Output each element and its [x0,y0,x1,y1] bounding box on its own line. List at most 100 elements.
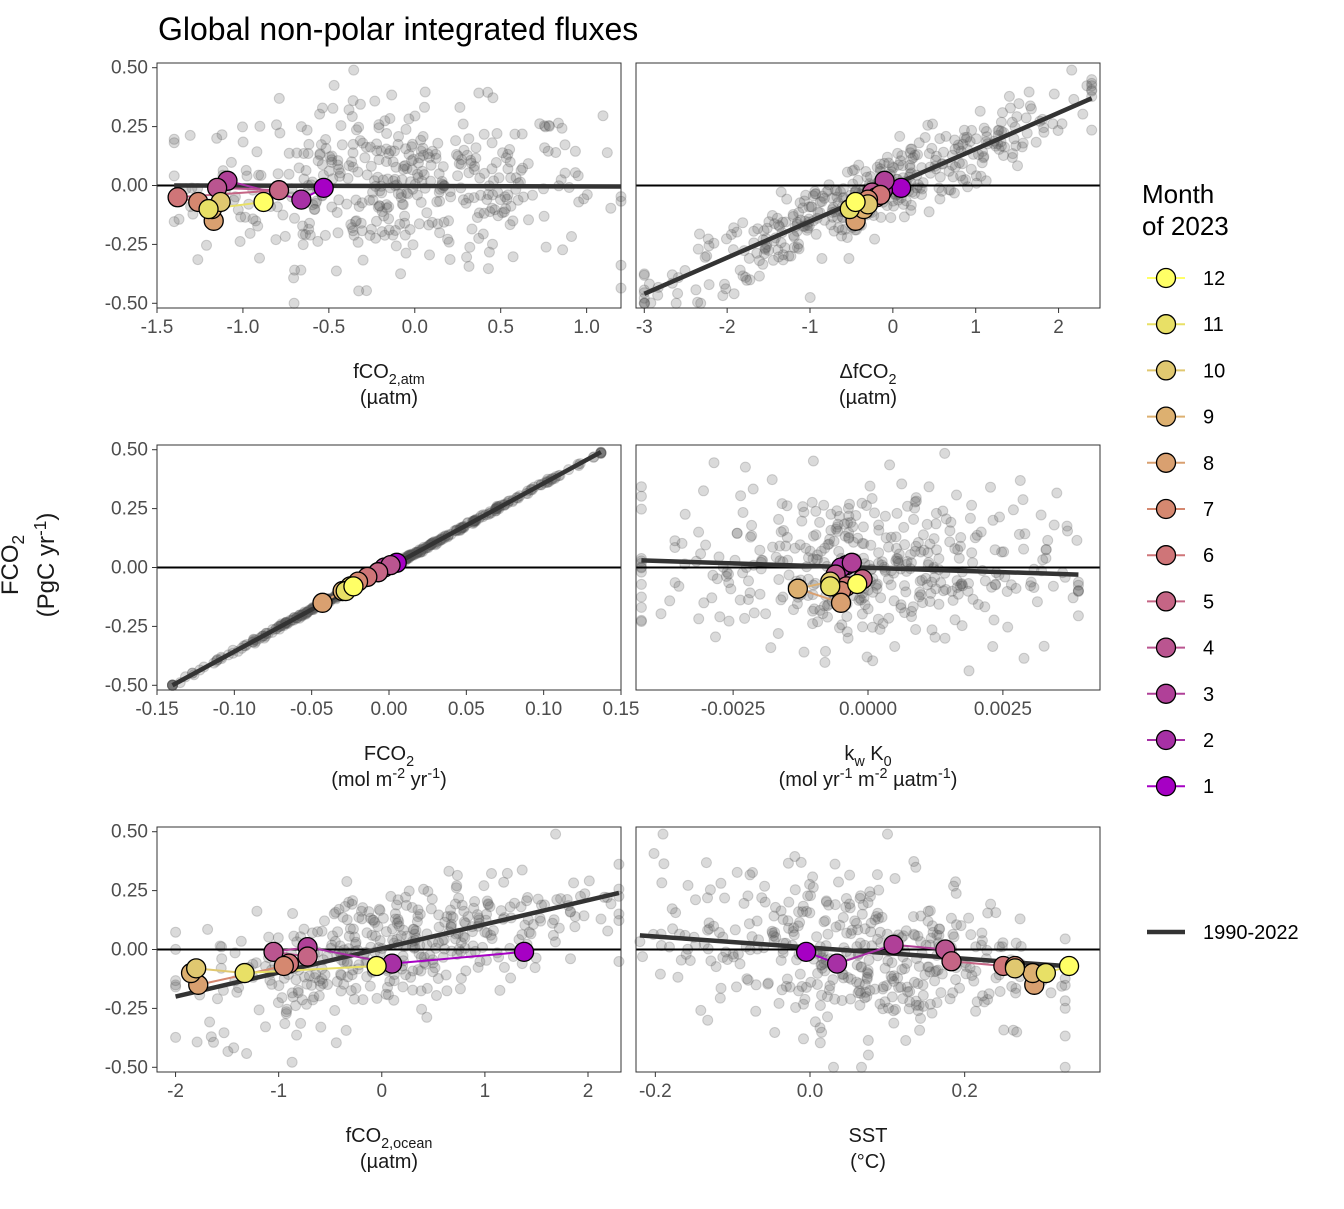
background-point [334,170,346,182]
background-point [502,148,514,160]
background-point [399,210,411,222]
background-point [910,495,922,507]
legend-label: 1 [1203,776,1214,798]
background-point [168,216,180,228]
background-point [930,507,942,519]
background-point [794,197,806,209]
background-point [1035,509,1047,521]
background-point [1003,90,1015,102]
background-point [374,200,386,212]
background-point [1045,987,1057,999]
background-point [754,544,766,556]
background-point [444,254,456,265]
background-point [473,87,485,99]
background-point [347,95,359,107]
background-point [416,1003,428,1015]
background-point [487,238,498,250]
background-point [348,64,360,76]
background-point [489,204,501,216]
panel-6: -0.2 0.0 0.2 SST (°C) [634,826,1101,1173]
background-point [406,164,418,176]
background-point [350,194,362,206]
background-point [1007,148,1019,160]
background-point [459,932,471,944]
background-point [894,130,906,142]
background-point [741,274,753,286]
background-point [933,598,945,610]
background-point [386,89,398,101]
background-point [399,229,411,241]
background-point [974,105,986,117]
legend-label: 3 [1203,684,1214,706]
legend-key-point [1155,498,1177,520]
background-point [1052,125,1064,136]
background-point [441,985,453,997]
background-point [802,890,814,902]
background-point [811,931,823,943]
background-point [357,994,369,1006]
background-point [414,152,426,164]
background-point [538,210,550,222]
background-point [491,128,503,139]
background-point [723,615,735,627]
background-point [873,884,885,896]
background-point [835,186,846,198]
y-axis-title-line2: (PgC yr-1) [30,513,60,618]
background-point [201,239,212,251]
background-point [477,228,489,240]
background-point [1059,933,1071,945]
background-point [381,202,393,214]
y-tick-label: 0.50 [111,440,148,461]
background-point [287,908,299,919]
background-point [700,857,712,869]
background-point [816,196,828,208]
background-point [728,222,740,234]
background-point [1023,86,1035,98]
background-point [635,591,647,603]
background-point [288,272,300,284]
background-point [690,894,701,906]
background-point [498,961,510,973]
background-point [864,480,876,492]
background-point [875,211,887,223]
background-point [940,130,952,142]
background-point [924,538,936,550]
background-point [569,145,581,157]
background-point [378,210,390,222]
background-point [923,481,935,493]
background-point [758,248,770,260]
background-point [737,217,749,229]
background-point [280,1006,292,1018]
background-point [949,134,961,146]
background-point [373,154,385,166]
background-point [816,253,828,264]
background-point [856,908,868,920]
background-point [907,152,919,164]
background-point [291,1029,303,1041]
background-point [286,987,298,999]
legend-key-point [1155,545,1177,566]
background-point [235,935,247,947]
background-point [332,155,344,167]
background-point [373,119,385,131]
background-point [482,86,494,98]
background-point [295,121,307,133]
background-point [763,244,775,256]
legend-key-point [1155,637,1177,658]
background-point [803,201,815,213]
background-point [994,511,1005,523]
background-point [635,481,647,493]
month-point-12 [343,576,364,597]
x-tick-label: -1 [802,317,819,338]
background-point [773,574,785,585]
x-tick-label: 0.05 [448,699,485,720]
background-point [389,225,401,236]
background-point [635,601,647,613]
legend-label: 8 [1203,453,1214,475]
background-point [769,1027,781,1038]
background-point [383,224,395,236]
background-point [461,251,473,263]
background-point [905,204,917,216]
background-point [964,136,976,147]
